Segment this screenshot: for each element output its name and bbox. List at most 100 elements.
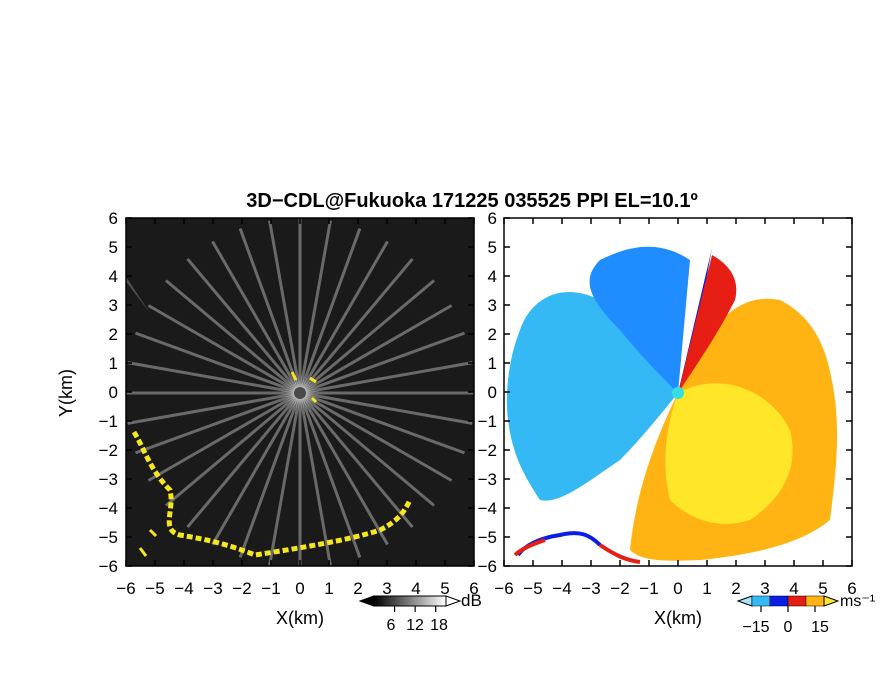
reflectivity-ray [268,220,302,394]
reflectivity-ray [298,220,332,394]
reflectivity-panel: −6 −5 −4 −3 −2 −1 0 1 2 3 4 5 6 6 5 4 3 … [56,209,479,628]
x-tick-label: 3 [760,579,769,598]
y-tick-label: −5 [99,528,118,547]
y-tick-label: −6 [99,557,118,576]
reflectivity-ray [298,240,389,394]
velocity-positive-core [665,383,793,524]
y-tick-label: 2 [488,325,497,344]
velocity-colorbar: −15 0 15 ms⁻¹ [736,593,875,636]
velocity-positive-edge [678,255,737,393]
y-tick-label: 6 [109,209,118,228]
reflectivity-field [126,218,474,566]
y-tick-label: 0 [109,383,118,402]
reflectivity-ray [299,391,436,507]
reflectivity-ray [299,331,465,395]
reflectivity-ray [147,304,301,395]
y-tick-label: −2 [99,441,118,460]
x-tick-label: −2 [232,579,251,598]
reflectivity-y-tick-labels: 6 5 4 3 2 1 0 −1 −2 −3 −4 −5 −6 [99,209,118,576]
colorbar-tick-label: 18 [430,617,448,634]
x-tick-label: 0 [295,579,304,598]
y-tick-label: 5 [488,238,497,257]
reflectivity-ray [135,391,301,455]
x-tick-label: 4 [411,579,420,598]
x-tick-label: 0 [673,579,682,598]
y-tick-label: −3 [478,470,497,489]
reflectivity-ray [238,392,302,558]
y-tick-label: −3 [99,470,118,489]
x-tick-label: −4 [552,579,571,598]
velocity-positive-edge-low [513,538,641,564]
reflectivity-ray [127,391,301,425]
reflectivity-ray [298,392,414,529]
y-tick-label: 4 [109,267,118,286]
velocity-colorbar-ticks [760,606,816,612]
y-tick-label: −6 [478,557,497,576]
x-tick-label: 6 [469,579,478,598]
colorbar-tick-label: 15 [811,619,829,636]
reflectivity-ray [298,392,362,558]
y-tick-label: 1 [109,354,118,373]
x-tick-label: −1 [261,579,280,598]
y-tick-label: −2 [478,441,497,460]
x-tick-label: 4 [789,579,798,598]
strong-echo-arc [131,430,413,558]
y-tick-label: −4 [478,499,497,518]
reflectivity-rays [126,218,474,566]
reflectivity-ray [186,392,302,529]
reflectivity-ray [299,391,453,482]
reflectivity-ray [164,279,301,395]
reflectivity-axis-ticks [125,217,475,567]
velocity-y-tick-labels: 6 5 4 3 2 1 0 −1 −2 −3 −4 −5 −6 [478,209,497,576]
reflectivity-ray [268,392,302,566]
radar-site-marker [672,387,684,399]
reflectivity-ray [299,304,453,395]
x-tick-label: −3 [203,579,222,598]
x-tick-label: −6 [494,579,513,598]
strong-echo-spots [138,371,318,557]
y-tick-label: 5 [109,238,118,257]
reflectivity-ray [211,240,302,394]
velocity-colorbar-band [805,595,825,607]
y-tick-label: 4 [488,267,497,286]
x-tick-label: −5 [523,579,542,598]
radar-site-marker [294,387,306,399]
reflectivity-ray [164,391,301,507]
reflectivity-ray [298,392,332,566]
velocity-colorbar-band [751,595,771,607]
velocity-negative-region-upper [589,246,690,393]
colorbar-tick-label: 12 [406,617,424,634]
reflectivity-ray [147,391,301,482]
reflectivity-x-axis-label: X(km) [276,608,324,628]
y-tick-label: 2 [109,325,118,344]
reflectivity-colorbar: 6 12 18 dB [358,591,482,634]
reflectivity-x-tick-labels: −6 −5 −4 −3 −2 −1 0 1 2 3 4 5 6 [116,579,478,598]
y-tick-label: 6 [488,209,497,228]
velocity-colorbar-band [787,595,807,607]
reflectivity-ray [186,257,302,394]
velocity-axis-ticks [503,217,853,567]
reflectivity-ray [299,391,473,425]
velocity-negative-core [678,248,712,393]
velocity-panel: −6 −5 −4 −3 −2 −1 0 1 2 3 4 5 6 6 5 4 3 … [478,209,857,628]
reflectivity-ray [299,279,436,395]
x-tick-label: 2 [353,579,362,598]
colorbar-tick-label: 0 [784,619,793,636]
velocity-x-tick-labels: −6 −5 −4 −3 −2 −1 0 1 2 3 4 5 6 [494,579,856,598]
x-tick-label: −1 [639,579,658,598]
x-tick-label: −6 [116,579,135,598]
reflectivity-ray [299,391,465,455]
colorbar-tick-label: 6 [387,617,396,634]
velocity-field [506,246,838,564]
reflectivity-ray [135,331,301,395]
reflectivity-colorbar-ticks [393,606,437,612]
y-tick-label: −4 [99,499,118,518]
x-tick-label: 5 [818,579,827,598]
x-tick-label: 1 [702,579,711,598]
y-tick-label: −1 [478,412,497,431]
x-tick-label: 6 [847,579,856,598]
reflectivity-echo-region [126,218,150,313]
x-tick-label: −4 [174,579,193,598]
reflectivity-ray [127,361,301,395]
